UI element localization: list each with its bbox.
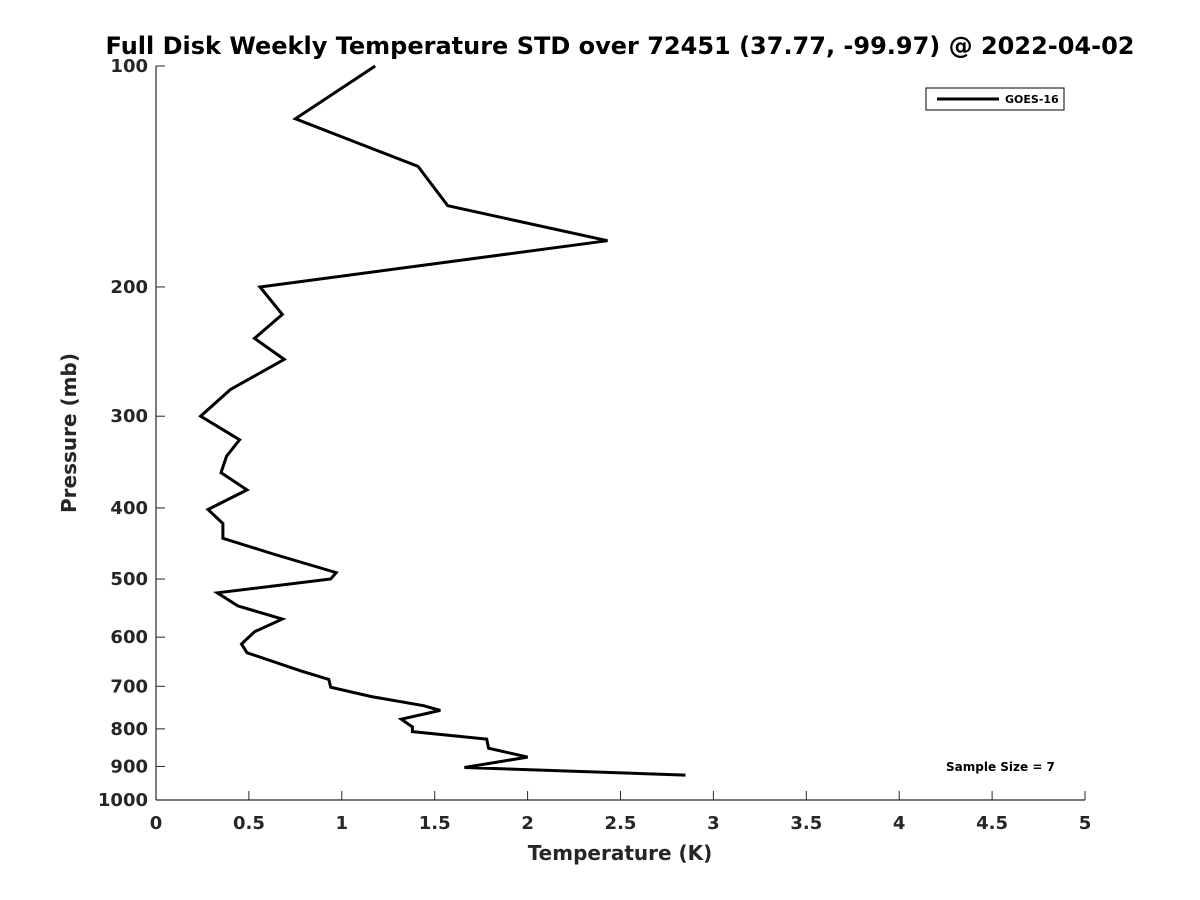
plot-area bbox=[156, 66, 1085, 800]
series-line-goes-16 bbox=[198, 64, 686, 777]
y-tick-label: 100 bbox=[110, 56, 148, 77]
axes: 0 0.5 1 1.5 2 2.5 3 3.5 4 4.5 5 100 200 300 400 500 600 7… bbox=[98, 56, 1091, 834]
sample-size-annotation: Sample Size = 7 bbox=[946, 760, 1055, 774]
y-tick-label: 200 bbox=[110, 277, 148, 298]
x-tick-label: 1.5 bbox=[419, 813, 451, 834]
chart-title: Full Disk Weekly Temperature STD over 72… bbox=[106, 32, 1135, 60]
x-tick-label: 0.5 bbox=[233, 813, 265, 834]
x-tick-label: 2.5 bbox=[605, 813, 637, 834]
y-tick-label: 500 bbox=[110, 569, 148, 590]
x-tick-label: 5 bbox=[1079, 813, 1092, 834]
x-tick-label: 1 bbox=[336, 813, 349, 834]
y-axis-label: Pressure (mb) bbox=[57, 353, 81, 513]
x-tick-label: 0 bbox=[150, 813, 163, 834]
y-tick-label: 1000 bbox=[98, 790, 148, 811]
x-tick-label: 4.5 bbox=[976, 813, 1008, 834]
x-axis-label: Temperature (K) bbox=[528, 841, 713, 865]
y-tick-label: 400 bbox=[110, 498, 148, 519]
legend-label-goes-16: GOES-16 bbox=[1005, 93, 1059, 106]
legend: GOES-16 bbox=[925, 87, 1065, 111]
y-tick-label: 600 bbox=[110, 627, 148, 648]
y-tick-label: 900 bbox=[110, 756, 148, 777]
y-tick-label: 700 bbox=[110, 676, 148, 697]
x-tick-label: 3 bbox=[707, 813, 720, 834]
y-tick-label: 300 bbox=[110, 406, 148, 427]
y-tick-label: 800 bbox=[110, 719, 148, 740]
x-tick-label: 2 bbox=[521, 813, 534, 834]
x-tick-label: 4 bbox=[893, 813, 906, 834]
x-tick-label: 3.5 bbox=[790, 813, 822, 834]
series-layer bbox=[198, 64, 686, 777]
